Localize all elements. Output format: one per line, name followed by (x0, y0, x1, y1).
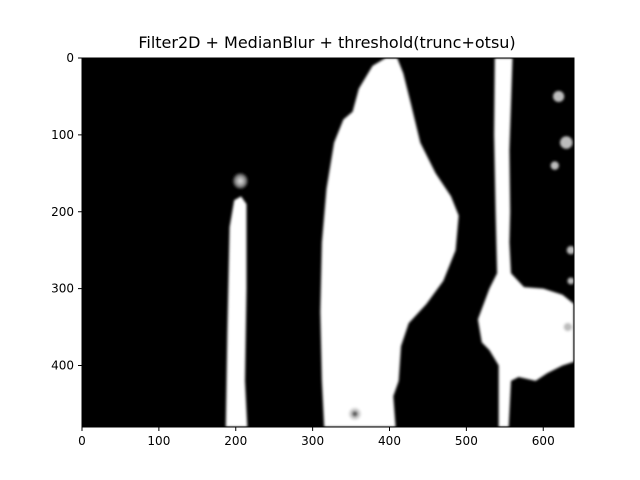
right-strip (477, 58, 574, 427)
edge-speckle (553, 90, 565, 103)
edge-speckle (563, 322, 573, 332)
edge-speckle (550, 161, 559, 170)
x-tick-label: 0 (78, 434, 86, 448)
x-tick-label: 300 (301, 434, 324, 448)
y-tick-label: 100 (51, 128, 74, 142)
chart-title: Filter2D + MedianBlur + threshold(trunc+… (138, 33, 515, 52)
edge-speckle (566, 245, 574, 255)
spot-above-bar (232, 172, 249, 190)
edge-speckle (560, 136, 573, 149)
y-tick-label: 0 (66, 51, 74, 65)
x-tick-label: 200 (224, 434, 247, 448)
x-axis: 0 100 200 300 400 500 600 (78, 427, 555, 448)
edge-speckle (567, 277, 574, 285)
x-tick-label: 600 (532, 434, 555, 448)
thresholded-image (82, 58, 574, 427)
x-tick-label: 400 (378, 434, 401, 448)
y-tick-label: 200 (51, 205, 74, 219)
y-axis: 0 100 200 300 400 (51, 51, 82, 373)
y-tick-label: 300 (51, 282, 74, 296)
central-blob (320, 58, 459, 427)
image-frame (81, 57, 575, 428)
x-tick-label: 100 (147, 434, 170, 448)
small-dot-core (351, 410, 358, 417)
x-tick-label: 500 (455, 434, 478, 448)
thin-bar (225, 196, 248, 427)
y-tick-label: 400 (51, 359, 74, 373)
